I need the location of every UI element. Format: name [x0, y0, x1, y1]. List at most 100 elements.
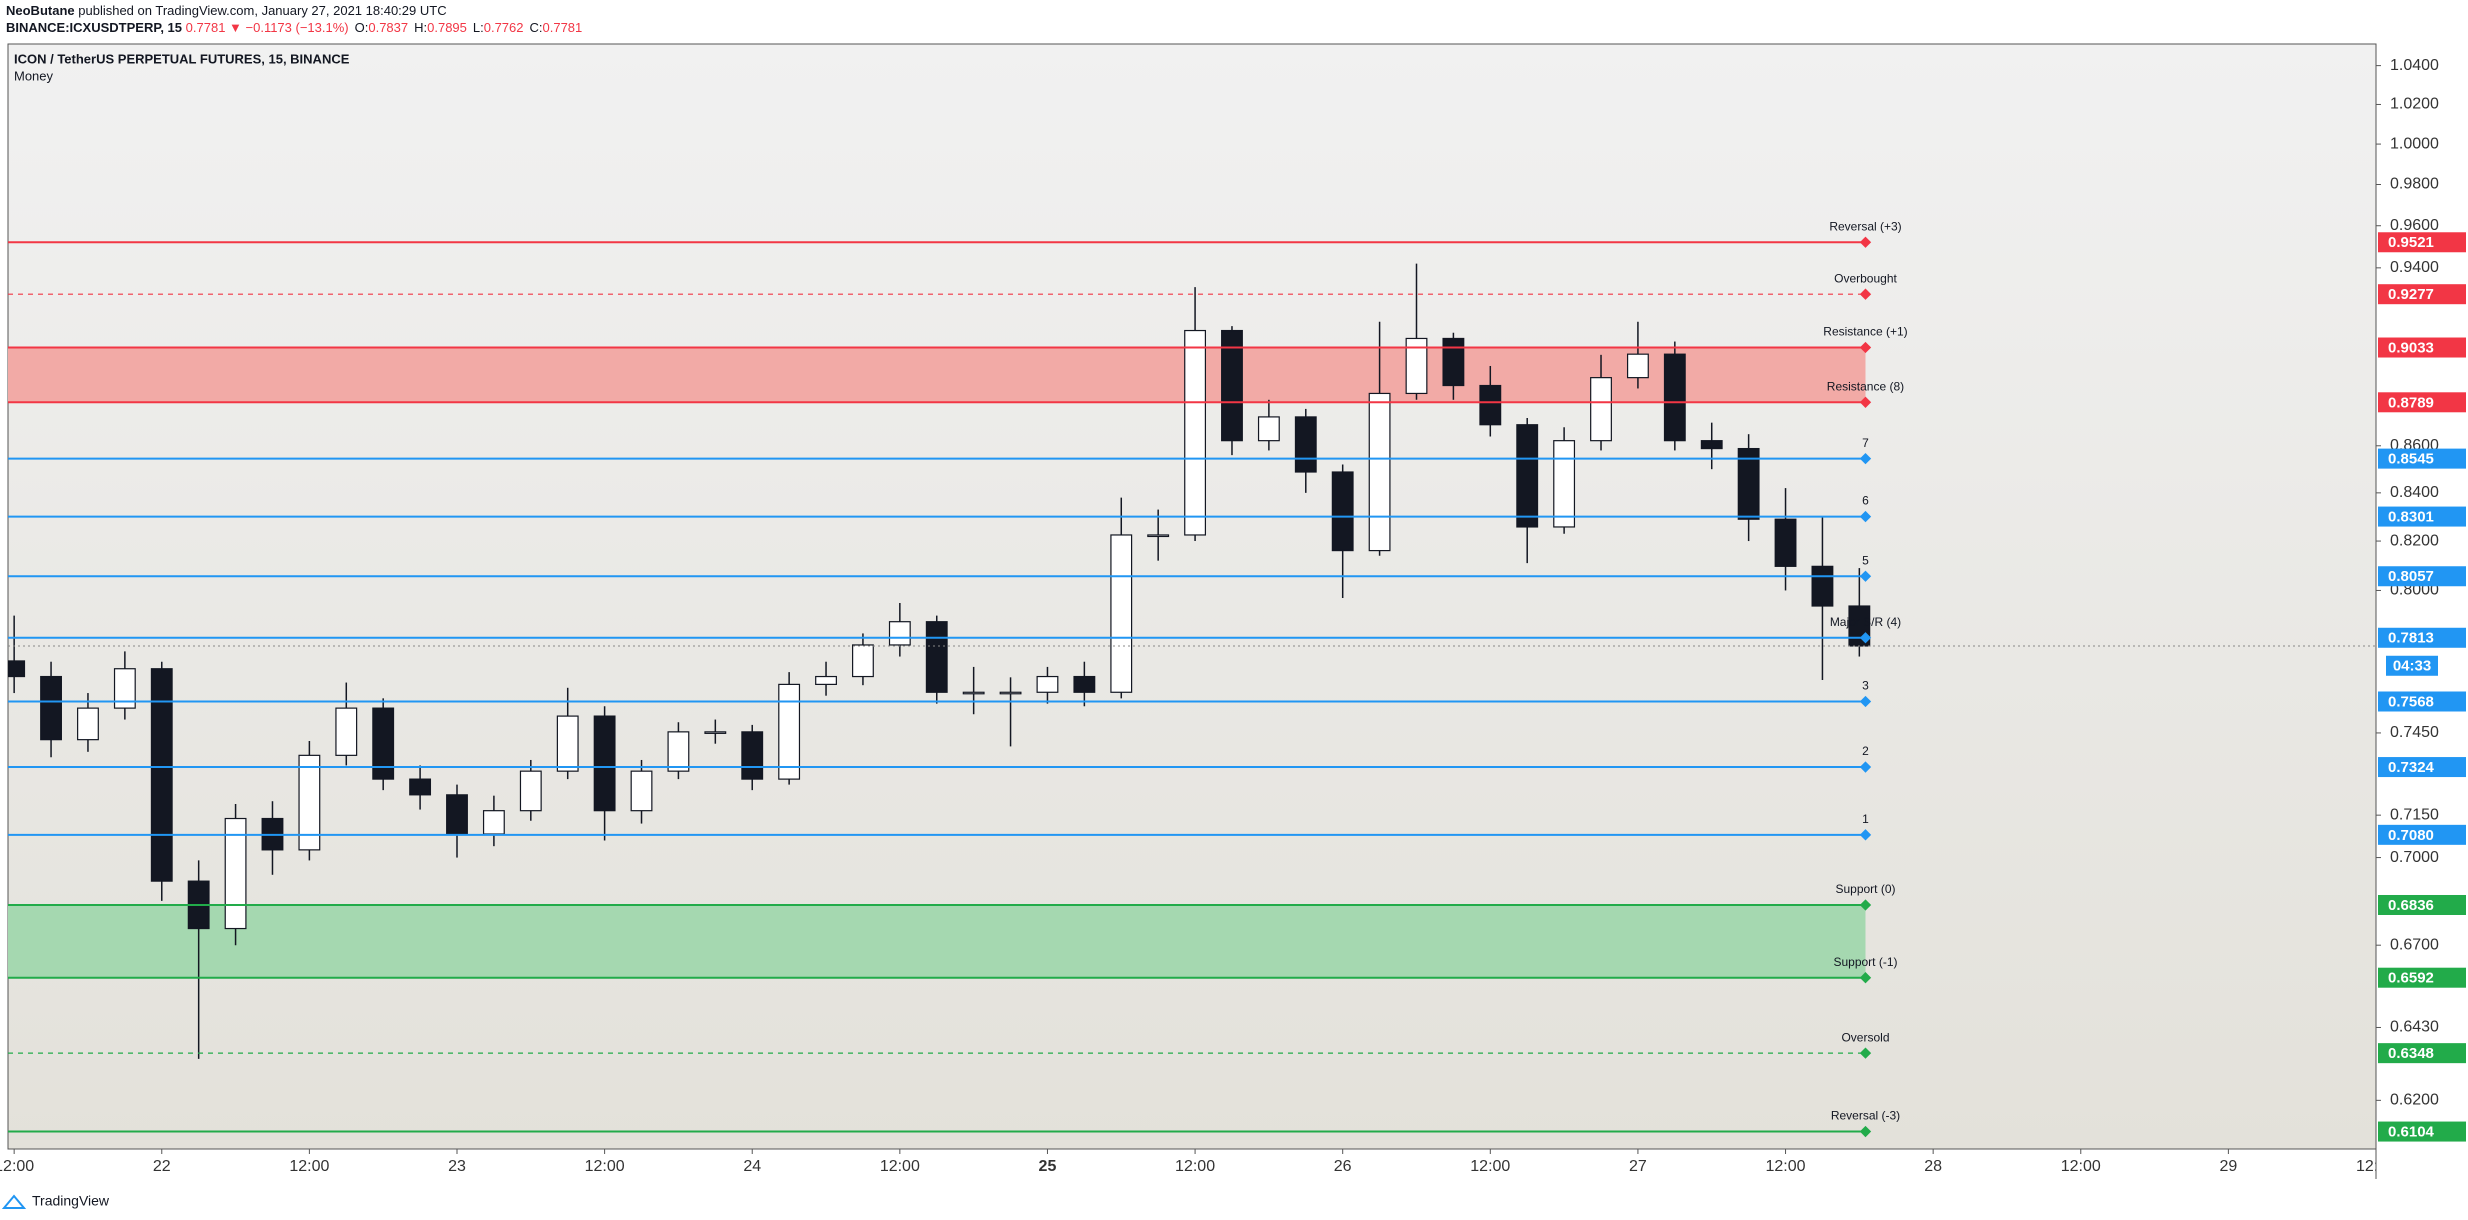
level-marker	[1859, 899, 1872, 911]
candle-body	[1553, 440, 1576, 528]
countdown-box	[2386, 655, 2438, 676]
level-label: Support (-1)	[1833, 955, 1897, 969]
y-tick-label: 0.8200	[2390, 532, 2439, 549]
ohlc-value: 0.7781	[543, 20, 583, 35]
candle-body	[1626, 353, 1649, 379]
price-label: 0.9033	[2388, 339, 2434, 356]
level-marker	[1859, 632, 1872, 644]
level-label: Overbought	[1834, 271, 1897, 285]
x-tick-label: 27	[1629, 1158, 1647, 1175]
candle-body	[1516, 424, 1539, 528]
candle-body	[1479, 384, 1502, 426]
price-label-box	[2378, 506, 2466, 527]
ohlc-value: 0.7762	[484, 20, 524, 35]
candle-body	[1073, 675, 1096, 693]
price-label: 0.8545	[2388, 451, 2434, 468]
x-tick-label: 12:00	[585, 1158, 625, 1175]
level-marker	[1859, 1125, 1872, 1138]
candle-body	[1368, 392, 1391, 552]
level-marker	[1859, 510, 1872, 523]
footer-brand: TradingView	[32, 1193, 110, 1209]
level-label: 5	[1862, 553, 1869, 567]
price-label-box	[2378, 232, 2466, 253]
symbol: BINANCE:ICXUSDTPERP, 15	[6, 20, 182, 35]
x-tick-label: 12:00	[880, 1158, 920, 1175]
level-label: Resistance (+1)	[1823, 325, 1907, 339]
ohlc-key: O:	[355, 20, 369, 35]
symbol-line: BINANCE:ICXUSDTPERP, 15 0.7781 ▼ −0.1173…	[6, 20, 582, 35]
candle-body	[704, 731, 727, 734]
candle-body	[741, 731, 764, 780]
ohlc-value: 0.7895	[427, 20, 467, 35]
x-tick-label: 12:00	[2356, 1158, 2396, 1175]
price-label-box	[2378, 894, 2466, 915]
x-tick-label: 22	[153, 1158, 171, 1175]
level-marker	[1859, 396, 1872, 408]
candle-body	[815, 675, 837, 685]
price-label: 0.7568	[2388, 693, 2434, 710]
level-marker	[1859, 695, 1872, 708]
price-label-box	[2378, 967, 2466, 988]
candle-body	[1110, 534, 1133, 693]
candle-body	[999, 691, 1022, 695]
ohlc-key: L:	[473, 20, 484, 35]
x-tick-label: 29	[2219, 1158, 2237, 1175]
level-marker	[1859, 341, 1872, 354]
x-tick-label: 25	[1039, 1158, 1057, 1175]
price-label: 0.9277	[2388, 286, 2434, 303]
x-tick-label: 12:00	[0, 1158, 34, 1175]
level-marker	[1859, 1047, 1872, 1059]
y-tick-label: 0.6700	[2390, 936, 2439, 953]
level-label: Support (0)	[1835, 882, 1895, 896]
candle-body	[1700, 440, 1723, 450]
price-label: 0.6836	[2388, 897, 2434, 914]
candle-body	[1147, 534, 1170, 538]
y-tick-label: 0.7000	[2390, 849, 2439, 866]
chart-subtitle: Money	[14, 68, 54, 83]
candle-body	[593, 715, 616, 812]
price-label: 0.6592	[2388, 970, 2434, 987]
plot	[8, 241, 2376, 1133]
candle-body	[372, 707, 395, 780]
y-tick-label: 0.7150	[2390, 806, 2439, 823]
price-label-box	[2378, 337, 2466, 358]
level-label: 3	[1862, 679, 1869, 693]
candle-body	[1405, 337, 1428, 395]
candle-body	[298, 754, 321, 851]
candle-body	[778, 683, 801, 780]
price-label-box	[2378, 824, 2466, 845]
price-label-box	[2378, 392, 2466, 413]
price-label-box	[2378, 448, 2466, 469]
x-tick-label: 24	[743, 1158, 761, 1175]
level-label: 1	[1862, 812, 1869, 826]
candle-body	[1294, 416, 1317, 473]
level-label: Resistance (8)	[1827, 379, 1904, 393]
y-tick-label: 0.9400	[2390, 259, 2439, 276]
level-marker	[1859, 829, 1872, 841]
candle-body	[925, 621, 948, 693]
candle-body	[1331, 471, 1354, 552]
price-label-box	[2378, 757, 2466, 778]
ohlc-value: 0.7837	[368, 20, 408, 35]
zone	[8, 904, 1866, 978]
price-label: 0.6104	[2388, 1124, 2435, 1141]
x-tick-label: 12:00	[289, 1158, 329, 1175]
y-tick-label: 0.9600	[2390, 217, 2439, 234]
price-label: 0.8057	[2388, 568, 2434, 585]
price-label: 0.8301	[2388, 509, 2434, 526]
x-tick-label: 28	[1924, 1158, 1942, 1175]
level-label: Oversold	[1841, 1030, 1889, 1044]
candle-body	[1221, 329, 1243, 442]
candle-body	[113, 668, 136, 709]
candle-body	[1737, 447, 1760, 520]
candle-body	[409, 778, 432, 796]
candle-body	[482, 810, 505, 835]
candle-body	[8, 660, 26, 678]
price-label: 0.6348	[2388, 1045, 2434, 1062]
price-label: 0.7324	[2388, 759, 2435, 776]
level-label: 6	[1862, 494, 1869, 508]
y-tick-label: 0.6200	[2390, 1092, 2439, 1109]
price-label-box	[2378, 1121, 2466, 1142]
zone	[8, 347, 1866, 403]
